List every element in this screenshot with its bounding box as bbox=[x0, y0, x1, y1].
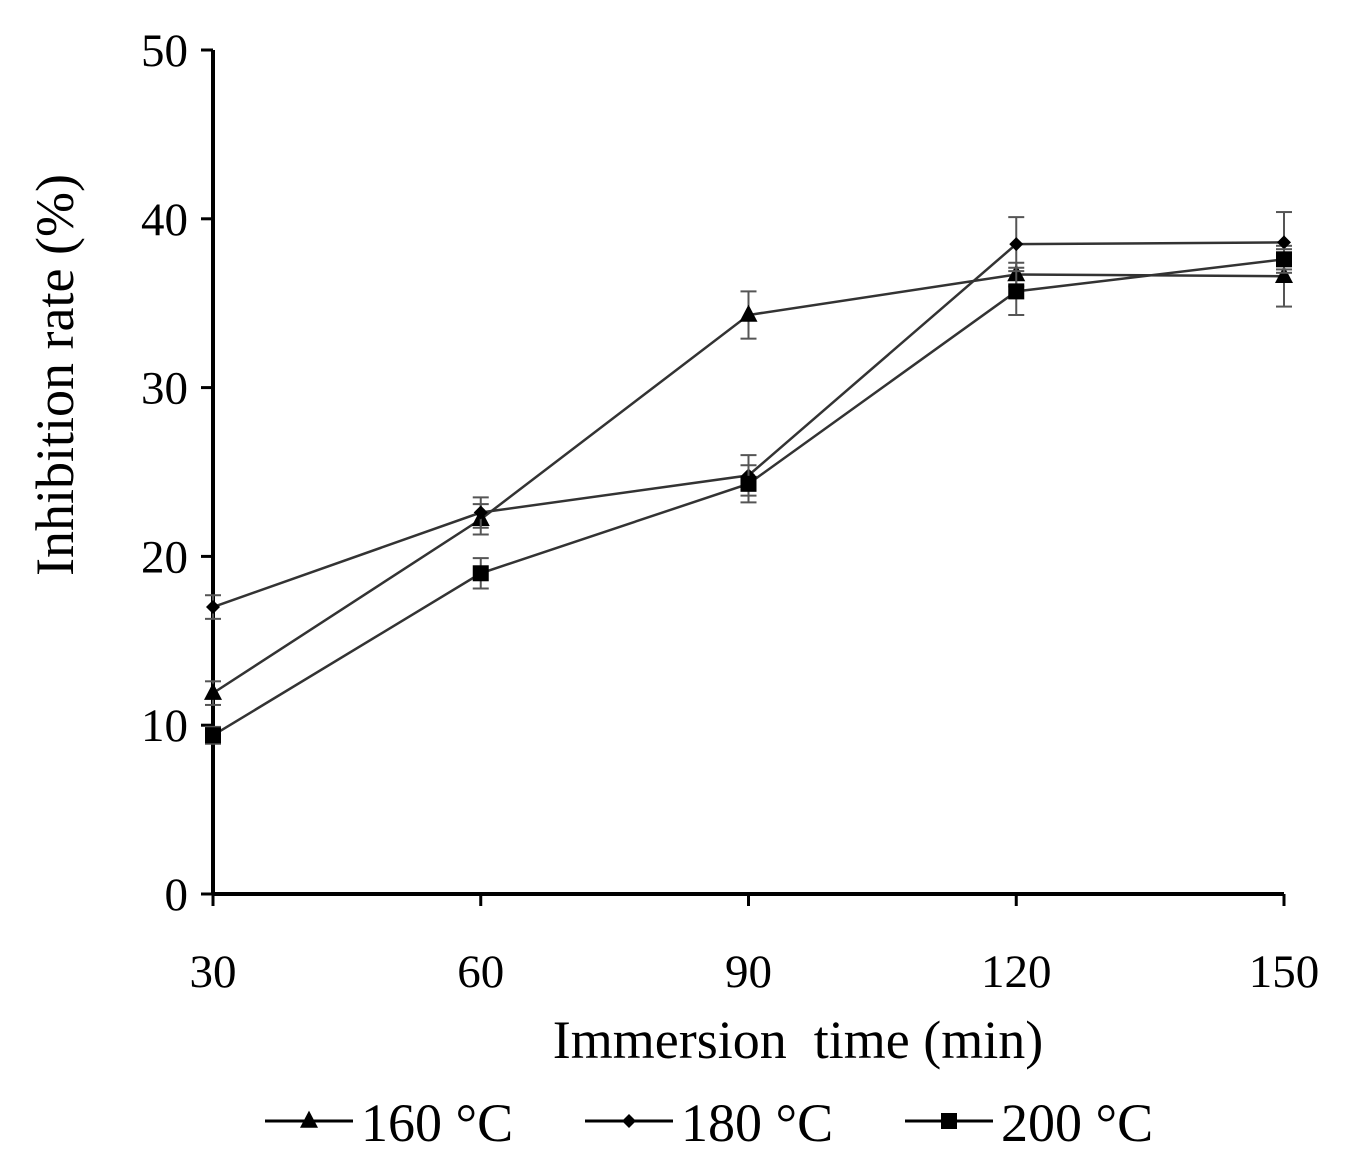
series-diamond bbox=[205, 211, 1292, 620]
x-tick-label: 120 bbox=[981, 946, 1052, 998]
y-ticks: 0 10 20 30 40 50 bbox=[141, 25, 213, 921]
y-tick-label: 0 bbox=[165, 869, 189, 921]
legend-label: 160 °C bbox=[361, 1093, 513, 1153]
y-axis-title: Inhibition rate (%) bbox=[25, 174, 85, 576]
marker-triangle bbox=[739, 304, 758, 322]
marker-diamond bbox=[473, 505, 488, 520]
marker-triangle bbox=[300, 1110, 318, 1128]
legend: 160 °C 180 °C 200 °C bbox=[265, 1093, 1153, 1153]
x-tick-label: 60 bbox=[457, 946, 504, 998]
marker-square bbox=[1276, 251, 1292, 268]
y-tick-label: 20 bbox=[141, 531, 188, 583]
x-axis-title: Immersion time (min) bbox=[553, 1010, 1043, 1070]
marker-square bbox=[472, 565, 489, 582]
marker-diamond bbox=[1277, 235, 1291, 250]
x-tick-label: 30 bbox=[190, 946, 237, 998]
marker-triangle bbox=[204, 682, 222, 700]
x-tick-label: 90 bbox=[725, 946, 772, 998]
y-tick-label: 40 bbox=[141, 194, 188, 246]
plot-area bbox=[204, 211, 1293, 745]
legend-label: 200 °C bbox=[1001, 1093, 1153, 1153]
marker-square bbox=[740, 475, 757, 492]
marker-diamond bbox=[206, 600, 220, 615]
y-tick-label: 10 bbox=[141, 700, 188, 752]
marker-square bbox=[205, 727, 221, 744]
marker-triangle bbox=[1275, 265, 1293, 283]
series-square bbox=[205, 248, 1292, 745]
y-tick-label: 50 bbox=[141, 25, 188, 77]
marker-square bbox=[1008, 283, 1025, 300]
legend-item: 180 °C bbox=[585, 1093, 833, 1153]
marker-square bbox=[941, 1113, 957, 1129]
marker-diamond bbox=[622, 1114, 636, 1128]
legend-item: 200 °C bbox=[905, 1093, 1153, 1153]
x-ticks: 30 60 90 120 150 bbox=[190, 894, 1320, 998]
x-tick-label: 150 bbox=[1249, 946, 1320, 998]
marker-diamond bbox=[1009, 237, 1024, 252]
legend-item: 160 °C bbox=[265, 1093, 513, 1153]
y-tick-label: 30 bbox=[141, 363, 188, 415]
legend-label: 180 °C bbox=[681, 1093, 833, 1153]
